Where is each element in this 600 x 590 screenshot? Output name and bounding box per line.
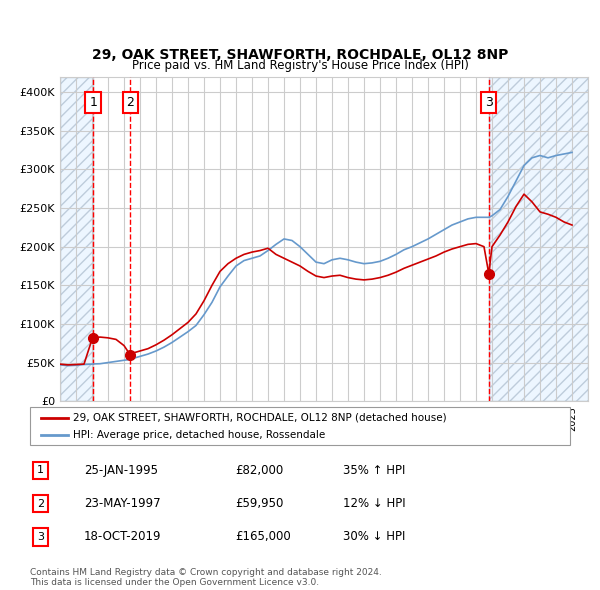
Text: 12% ↓ HPI: 12% ↓ HPI	[343, 497, 406, 510]
Text: 29, OAK STREET, SHAWFORTH, ROCHDALE, OL12 8NP (detached house): 29, OAK STREET, SHAWFORTH, ROCHDALE, OL1…	[73, 413, 447, 423]
Bar	[489, 77, 588, 401]
Text: 3: 3	[37, 532, 44, 542]
Text: 29, OAK STREET, SHAWFORTH, ROCHDALE, OL12 8NP: 29, OAK STREET, SHAWFORTH, ROCHDALE, OL1…	[92, 48, 508, 62]
Text: 25-JAN-1995: 25-JAN-1995	[84, 464, 158, 477]
Text: £165,000: £165,000	[235, 530, 291, 543]
Text: 3: 3	[485, 96, 493, 109]
FancyBboxPatch shape	[30, 407, 570, 445]
Bar	[60, 77, 93, 401]
Text: £82,000: £82,000	[235, 464, 283, 477]
Text: £59,950: £59,950	[235, 497, 284, 510]
Text: 1: 1	[89, 96, 97, 109]
Text: 23-MAY-1997: 23-MAY-1997	[84, 497, 161, 510]
Bar	[60, 77, 93, 401]
Text: 35% ↑ HPI: 35% ↑ HPI	[343, 464, 406, 477]
Text: HPI: Average price, detached house, Rossendale: HPI: Average price, detached house, Ross…	[73, 430, 325, 440]
Text: 2: 2	[127, 96, 134, 109]
Bar	[489, 77, 588, 401]
Text: 30% ↓ HPI: 30% ↓ HPI	[343, 530, 406, 543]
Text: 18-OCT-2019: 18-OCT-2019	[84, 530, 161, 543]
Text: Contains HM Land Registry data © Crown copyright and database right 2024.
This d: Contains HM Land Registry data © Crown c…	[30, 568, 382, 587]
Text: 2: 2	[37, 499, 44, 509]
Text: 1: 1	[37, 466, 44, 476]
Text: Price paid vs. HM Land Registry's House Price Index (HPI): Price paid vs. HM Land Registry's House …	[131, 59, 469, 72]
